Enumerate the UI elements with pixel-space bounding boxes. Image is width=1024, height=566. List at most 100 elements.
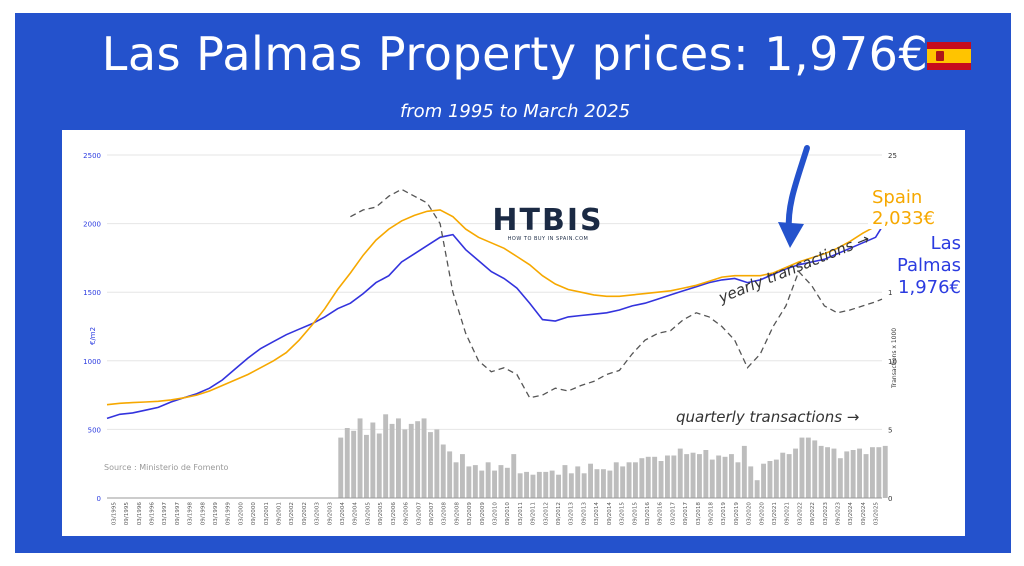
quarterly-transaction-bar	[780, 452, 786, 498]
quarterly-transaction-bar	[383, 414, 389, 498]
y2-tick-label: 25	[888, 152, 897, 160]
las-palmas-value: 1,976€	[898, 277, 961, 298]
quarterly-transaction-bar	[786, 454, 792, 498]
quarterly-transaction-bar	[882, 445, 888, 498]
logo-sub-text: HOW TO BUY IN SPAIN.COM	[507, 236, 589, 242]
x-tick-label: 09/2013	[581, 502, 587, 526]
quarterly-transaction-bar	[690, 452, 696, 498]
quarterly-transaction-bar	[767, 461, 773, 498]
quarterly-transaction-bar	[530, 474, 536, 498]
x-tick-label: 03/2011	[518, 502, 524, 526]
x-tick-label: 03/2001	[264, 502, 270, 526]
x-tick-label: 03/2016	[645, 502, 651, 526]
quarterly-transaction-bar	[389, 423, 395, 498]
x-tick-label: 03/2009	[467, 502, 473, 526]
x-tick-label: 09/2001	[277, 502, 283, 526]
quarterly-transaction-bar	[466, 466, 472, 498]
x-tick-label: 03/2004	[340, 502, 346, 526]
quarterly-transaction-bar	[645, 456, 651, 498]
x-tick-label: 03/2020	[747, 502, 753, 526]
quarterly-transaction-bar	[754, 480, 760, 498]
quarterly-transaction-bar	[709, 459, 715, 498]
x-tick-label: 09/2007	[429, 502, 435, 526]
quarterly-transaction-bar	[402, 429, 408, 498]
x-tick-label: 09/2009	[480, 502, 486, 526]
y2-tick-label: 0	[888, 495, 892, 503]
quarterly-transaction-bar	[511, 454, 517, 498]
y2-tick-label: 5	[888, 426, 892, 434]
quarterly-transaction-bar	[421, 418, 427, 498]
quarterly-transaction-bar	[684, 454, 690, 498]
series-line-yearly-transactions	[350, 188, 883, 399]
x-tick-label: 03/2003	[315, 502, 321, 526]
quarterly-transaction-bar	[517, 473, 523, 498]
las-palmas-price-label: Las Palmas 1,976€	[892, 233, 965, 299]
quarterly-transaction-bar	[396, 418, 401, 498]
quarterly-transaction-bar	[658, 461, 664, 498]
y-tick-label: 500	[88, 426, 101, 434]
x-tick-label: 09/2000	[251, 502, 257, 526]
x-tick-label: 09/2011	[531, 502, 537, 526]
quarterly-transaction-bar	[722, 456, 728, 498]
series-line-las-palmas	[106, 226, 883, 420]
quarterly-transaction-bar	[793, 448, 798, 498]
x-tick-label: 03/2023	[823, 502, 829, 526]
x-tick-label: 03/1999	[213, 502, 219, 526]
x-tick-label: 09/2018	[709, 502, 715, 526]
quarterly-transaction-bar	[453, 462, 459, 498]
x-tick-label: 09/2024	[861, 502, 867, 526]
quarterly-transaction-bar	[344, 428, 350, 498]
x-tick-label: 09/2022	[810, 502, 816, 525]
x-tick-label: 03/2000	[238, 502, 244, 526]
x-tick-label: 03/2021	[772, 502, 778, 526]
quarterly-transaction-bar	[408, 423, 414, 498]
x-tick-label: 09/2002	[302, 502, 308, 525]
x-tick-label: 09/2003	[327, 502, 333, 526]
quarterly-transaction-bar	[741, 445, 747, 498]
quarterly-transaction-bar	[735, 462, 741, 498]
quarterly-transaction-bar	[818, 445, 824, 498]
spain-flag-icon	[927, 42, 971, 70]
quarterly-transaction-bar	[626, 462, 632, 498]
quarterly-transaction-bar	[428, 432, 433, 498]
x-tick-label: 03/2002	[289, 502, 295, 525]
x-tick-label: 09/2006	[404, 502, 410, 526]
quarterly-transaction-bar	[831, 448, 837, 498]
x-tick-label: 03/2018	[696, 502, 702, 526]
chart-panel: 05001000150020002500051015202503/199509/…	[62, 130, 965, 536]
x-tick-label: 09/2008	[454, 502, 460, 526]
quarterly-transaction-bar	[556, 474, 561, 498]
quarterly-transaction-bar	[716, 455, 722, 498]
x-tick-label: 09/2010	[505, 502, 511, 526]
banner-background: Las Palmas Property prices: 1,976€ from …	[15, 13, 1011, 553]
x-tick-label: 03/2007	[416, 502, 422, 526]
price-chart: 05001000150020002500051015202503/199509/…	[83, 145, 898, 526]
source-note: Source : Ministerio de Fomento	[104, 463, 229, 472]
quarterly-transaction-bar	[703, 450, 709, 498]
quarterly-transaction-bar	[652, 456, 658, 498]
x-tick-label: 03/2024	[848, 502, 854, 526]
quarterly-transaction-bar	[524, 471, 529, 498]
quarterly-transaction-bar	[351, 430, 357, 498]
x-tick-label: 03/2014	[594, 502, 600, 526]
quarterly-transactions-annotation: quarterly transactions →	[676, 408, 860, 426]
x-tick-label: 09/1996	[150, 502, 156, 526]
arrow-head-icon	[778, 222, 804, 248]
quarterly-transaction-bar	[748, 466, 754, 498]
quarterly-transaction-bar	[671, 455, 677, 498]
quarterly-transaction-bar	[844, 451, 850, 498]
quarterly-transaction-bar	[620, 466, 626, 498]
quarterly-transaction-bar	[812, 440, 818, 498]
htbis-logo: HTBIS HOW TO BUY IN SPAIN.COM	[488, 206, 608, 243]
quarterly-transaction-bar	[850, 450, 856, 498]
x-tick-label: 03/2010	[493, 502, 499, 526]
quarterly-transaction-bar	[549, 470, 555, 498]
quarterly-transaction-bar	[665, 455, 670, 498]
quarterly-transaction-bar	[799, 437, 805, 498]
quarterly-transaction-bar	[338, 437, 344, 498]
quarterly-transaction-bar	[805, 437, 811, 498]
x-tick-label: 03/2005	[366, 502, 372, 526]
quarterly-transaction-bar	[472, 465, 478, 498]
x-tick-label: 09/2014	[607, 502, 613, 526]
quarterly-transaction-bar	[677, 448, 683, 498]
